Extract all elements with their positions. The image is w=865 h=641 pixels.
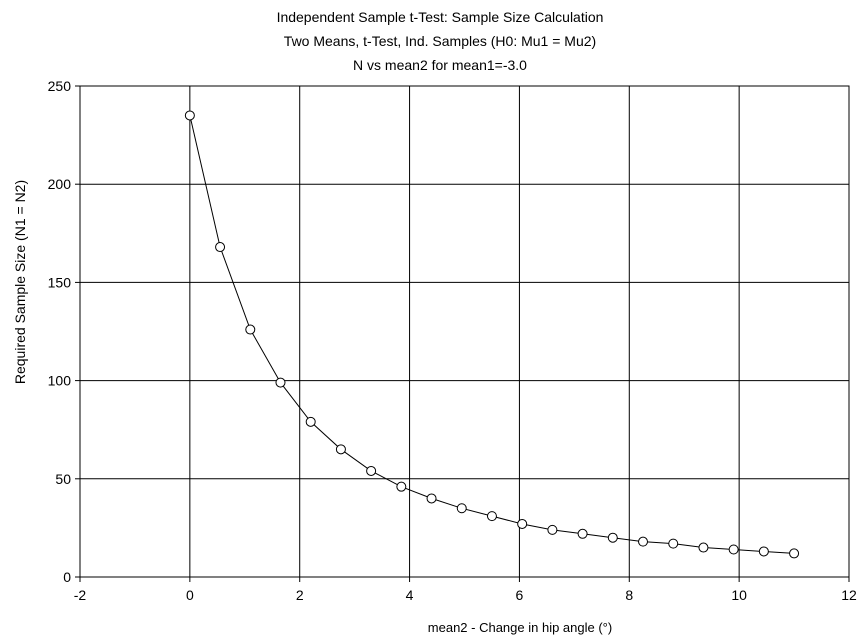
x-axis-label: mean2 - Change in hip angle (°) (428, 620, 612, 635)
title-line-2: Two Means, t-Test, Ind. Samples (H0: Mu1… (284, 33, 596, 49)
data-point (426, 493, 437, 504)
y-tick-label: 0 (63, 569, 71, 585)
x-tick-label: 2 (296, 587, 304, 603)
data-point (245, 324, 256, 335)
data-point (275, 377, 286, 388)
x-tick-label: 6 (516, 587, 524, 603)
data-point (638, 536, 649, 547)
chart-title: Independent Sample t-Test: Sample Size C… (277, 9, 604, 73)
data-point (305, 416, 316, 427)
x-tick-label: -2 (74, 587, 87, 603)
series-line (189, 115, 795, 554)
data-points (184, 110, 800, 559)
data-point (517, 518, 528, 529)
x-tick-label: 8 (625, 587, 633, 603)
data-point (486, 511, 497, 522)
data-point (789, 548, 800, 559)
data-point (577, 528, 588, 539)
gridlines (79, 85, 850, 578)
data-point (698, 542, 709, 553)
y-axis-label: Required Sample Size (N1 = N2) (12, 180, 28, 384)
y-tick-label: 250 (48, 78, 72, 94)
x-tick-label: 4 (406, 587, 414, 603)
title-line-3: N vs mean2 for mean1=-3.0 (353, 57, 527, 73)
data-point (335, 444, 346, 455)
title-line-1: Independent Sample t-Test: Sample Size C… (277, 9, 604, 25)
y-tick-label: 150 (48, 274, 72, 290)
data-point (456, 503, 467, 514)
y-tick-label: 200 (48, 176, 72, 192)
data-point (366, 465, 377, 476)
x-tick-label: 0 (186, 587, 194, 603)
x-tick-label: 12 (841, 587, 857, 603)
data-point (758, 546, 769, 557)
y-tick-label: 100 (48, 373, 72, 389)
data-point (396, 481, 407, 492)
y-tick-label: 50 (55, 471, 71, 487)
data-point (547, 524, 558, 535)
data-point (215, 242, 226, 253)
data-point (607, 532, 618, 543)
y-axis-ticks: 0 50 100 150 200 250 (48, 78, 80, 585)
data-point (728, 544, 739, 555)
data-point (668, 538, 679, 549)
x-axis-ticks: -2 0 2 4 6 8 10 12 (74, 577, 857, 603)
data-point (184, 110, 195, 121)
plot-area-frame (79, 85, 850, 578)
x-tick-label: 10 (731, 587, 747, 603)
